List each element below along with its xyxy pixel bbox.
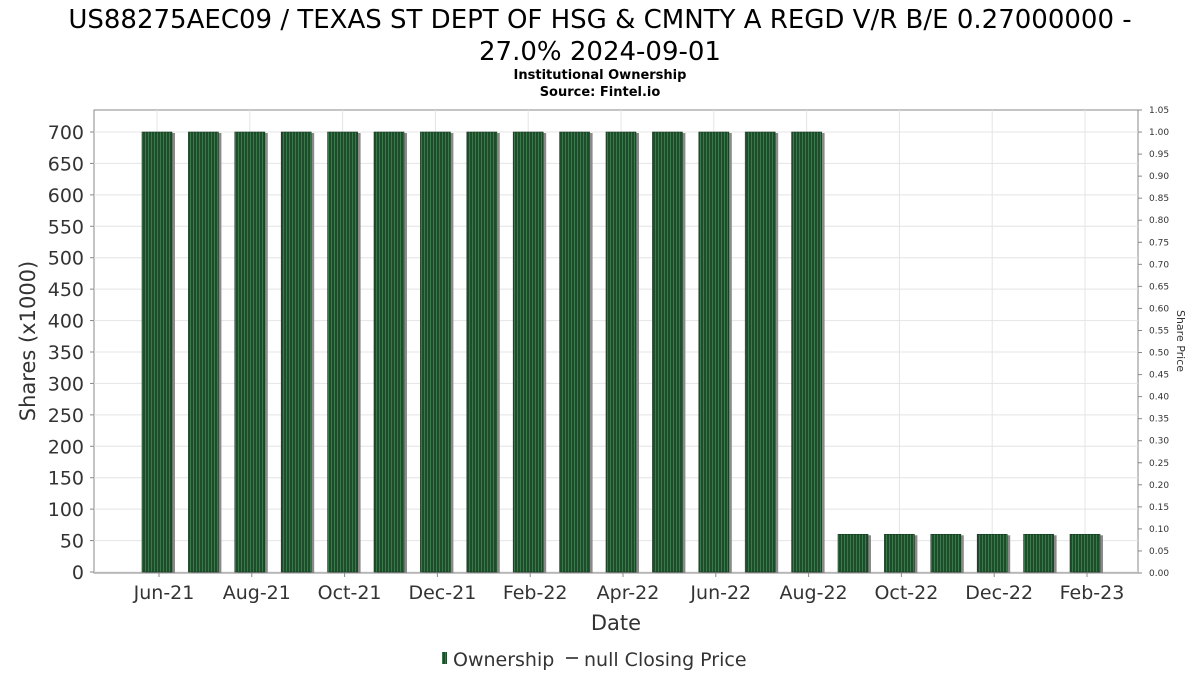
- ownership-bar: [327, 131, 358, 573]
- bars: [141, 131, 1103, 573]
- x-tick-label: Apr-22: [597, 582, 660, 604]
- y2-tick-label: 0.05: [1149, 547, 1169, 557]
- ownership-bar: [141, 131, 173, 573]
- y-tick-label: 150: [48, 468, 84, 490]
- ownership-bar: [884, 533, 915, 573]
- y-tick-label: 200: [48, 436, 84, 458]
- y2-tick-label: 0.40: [1149, 393, 1169, 403]
- ownership-bar: [605, 131, 637, 573]
- x-tick-label: Feb-22: [503, 582, 568, 604]
- x-tick-label: Aug-22: [780, 582, 848, 604]
- y-tick-label: 250: [48, 405, 84, 427]
- ownership-bar: [280, 131, 312, 573]
- y2-tick-label: 0.30: [1149, 437, 1169, 447]
- y2-tick-label: 0.95: [1149, 150, 1169, 160]
- x-tick-label: Jun-21: [133, 582, 195, 604]
- y2-tick-label: 0.15: [1149, 503, 1169, 513]
- y-tick-label: 700: [48, 122, 84, 144]
- chart-title-line-1: US88275AEC09 / TEXAS ST DEPT OF HSG & CM…: [68, 5, 1132, 35]
- legend-ownership-label: Ownership: [453, 649, 554, 671]
- y-tick-label: 650: [48, 153, 84, 175]
- y-tick-label: 450: [48, 279, 84, 301]
- y-tick-label: 550: [48, 216, 84, 238]
- ownership-bar: [466, 131, 498, 573]
- ownership-bar: [188, 131, 219, 573]
- ownership-bar: [791, 131, 822, 573]
- y2-tick-label: 0.65: [1149, 282, 1169, 292]
- x-tick-label: Dec-22: [965, 582, 1033, 604]
- ownership-bar: [976, 533, 1008, 573]
- x-tick-label: Dec-21: [408, 582, 476, 604]
- ownership-bar: [698, 131, 730, 573]
- y2-tick-label: 0.50: [1149, 349, 1169, 359]
- y2-axis-label: Share Price: [1174, 310, 1187, 372]
- y2-tick-label: 0.75: [1149, 238, 1169, 248]
- y2-tick-label: 0.80: [1149, 216, 1169, 226]
- ownership-bar: [652, 131, 683, 573]
- y2-tick-label: 0.70: [1149, 260, 1169, 270]
- x-tick-label: Oct-21: [318, 582, 382, 604]
- y2-tick-label: 0.10: [1149, 525, 1169, 535]
- x-tick-label: Oct-22: [874, 582, 938, 604]
- ownership-bar: [234, 131, 266, 573]
- y2-tick-label: 0.35: [1149, 415, 1169, 425]
- ownership-bar: [420, 131, 451, 573]
- y-tick-label: 50: [60, 531, 84, 553]
- y2-tick-label: 0.20: [1149, 481, 1169, 491]
- ownership-bar: [744, 131, 776, 573]
- ownership-bar: [930, 533, 962, 573]
- y2-tick-label: 1.00: [1149, 128, 1169, 138]
- legend-price-label: null Closing Price: [584, 649, 747, 671]
- x-axis-ticks: Jun-21 Aug-21 Oct-21 Dec-21 Feb-22 Apr-22 Jun-…: [133, 573, 1125, 604]
- y-axis-label: Shares (x1000): [16, 261, 40, 421]
- y2-tick-label: 0.25: [1149, 459, 1169, 469]
- y-tick-label: 500: [48, 248, 84, 270]
- y-tick-label: 600: [48, 185, 84, 207]
- ownership-bar: [373, 131, 405, 573]
- chart-title-line-2: 27.0% 2024-09-01: [479, 37, 721, 67]
- chart-source: Source: Fintel.io: [539, 85, 661, 100]
- ownership-bar: [559, 131, 590, 573]
- y2-tick-label: 0.55: [1149, 326, 1169, 336]
- ownership-bar: [512, 131, 544, 573]
- y2-tick-label: 0.60: [1149, 304, 1169, 314]
- y-tick-label: 300: [48, 373, 84, 395]
- x-tick-label: Aug-21: [223, 582, 291, 604]
- y-axis-ticks: 0 50 100 150 200 250 300 350 400 450 500 550 600 650 7…: [48, 122, 94, 584]
- legend-ownership-swatch: [442, 652, 447, 664]
- y2-axis-ticks: 0.00 0.05 0.10 0.15 0.20 0.25 0.30 0.35 0.40 0.45…: [1138, 106, 1169, 579]
- y-tick-label: 0: [72, 562, 84, 584]
- y2-tick-label: 1.05: [1149, 106, 1169, 116]
- y2-tick-label: 0.00: [1149, 569, 1169, 579]
- y-tick-label: 400: [48, 311, 84, 333]
- x-axis-label: Date: [591, 611, 641, 635]
- y2-tick-label: 0.45: [1149, 371, 1169, 381]
- y-tick-label: 100: [48, 499, 84, 521]
- x-tick-label: Feb-23: [1060, 582, 1125, 604]
- chart-subtitle: Institutional Ownership: [513, 68, 687, 83]
- legend: Ownership null Closing Price: [442, 649, 747, 671]
- ownership-bar: [1023, 533, 1054, 573]
- y-tick-label: 350: [48, 342, 84, 364]
- ownership-bar: [1069, 533, 1101, 573]
- ownership-bar: [837, 533, 869, 573]
- x-tick-label: Jun-22: [689, 582, 751, 604]
- y2-tick-label: 0.85: [1149, 194, 1169, 204]
- y2-tick-label: 0.90: [1149, 172, 1169, 182]
